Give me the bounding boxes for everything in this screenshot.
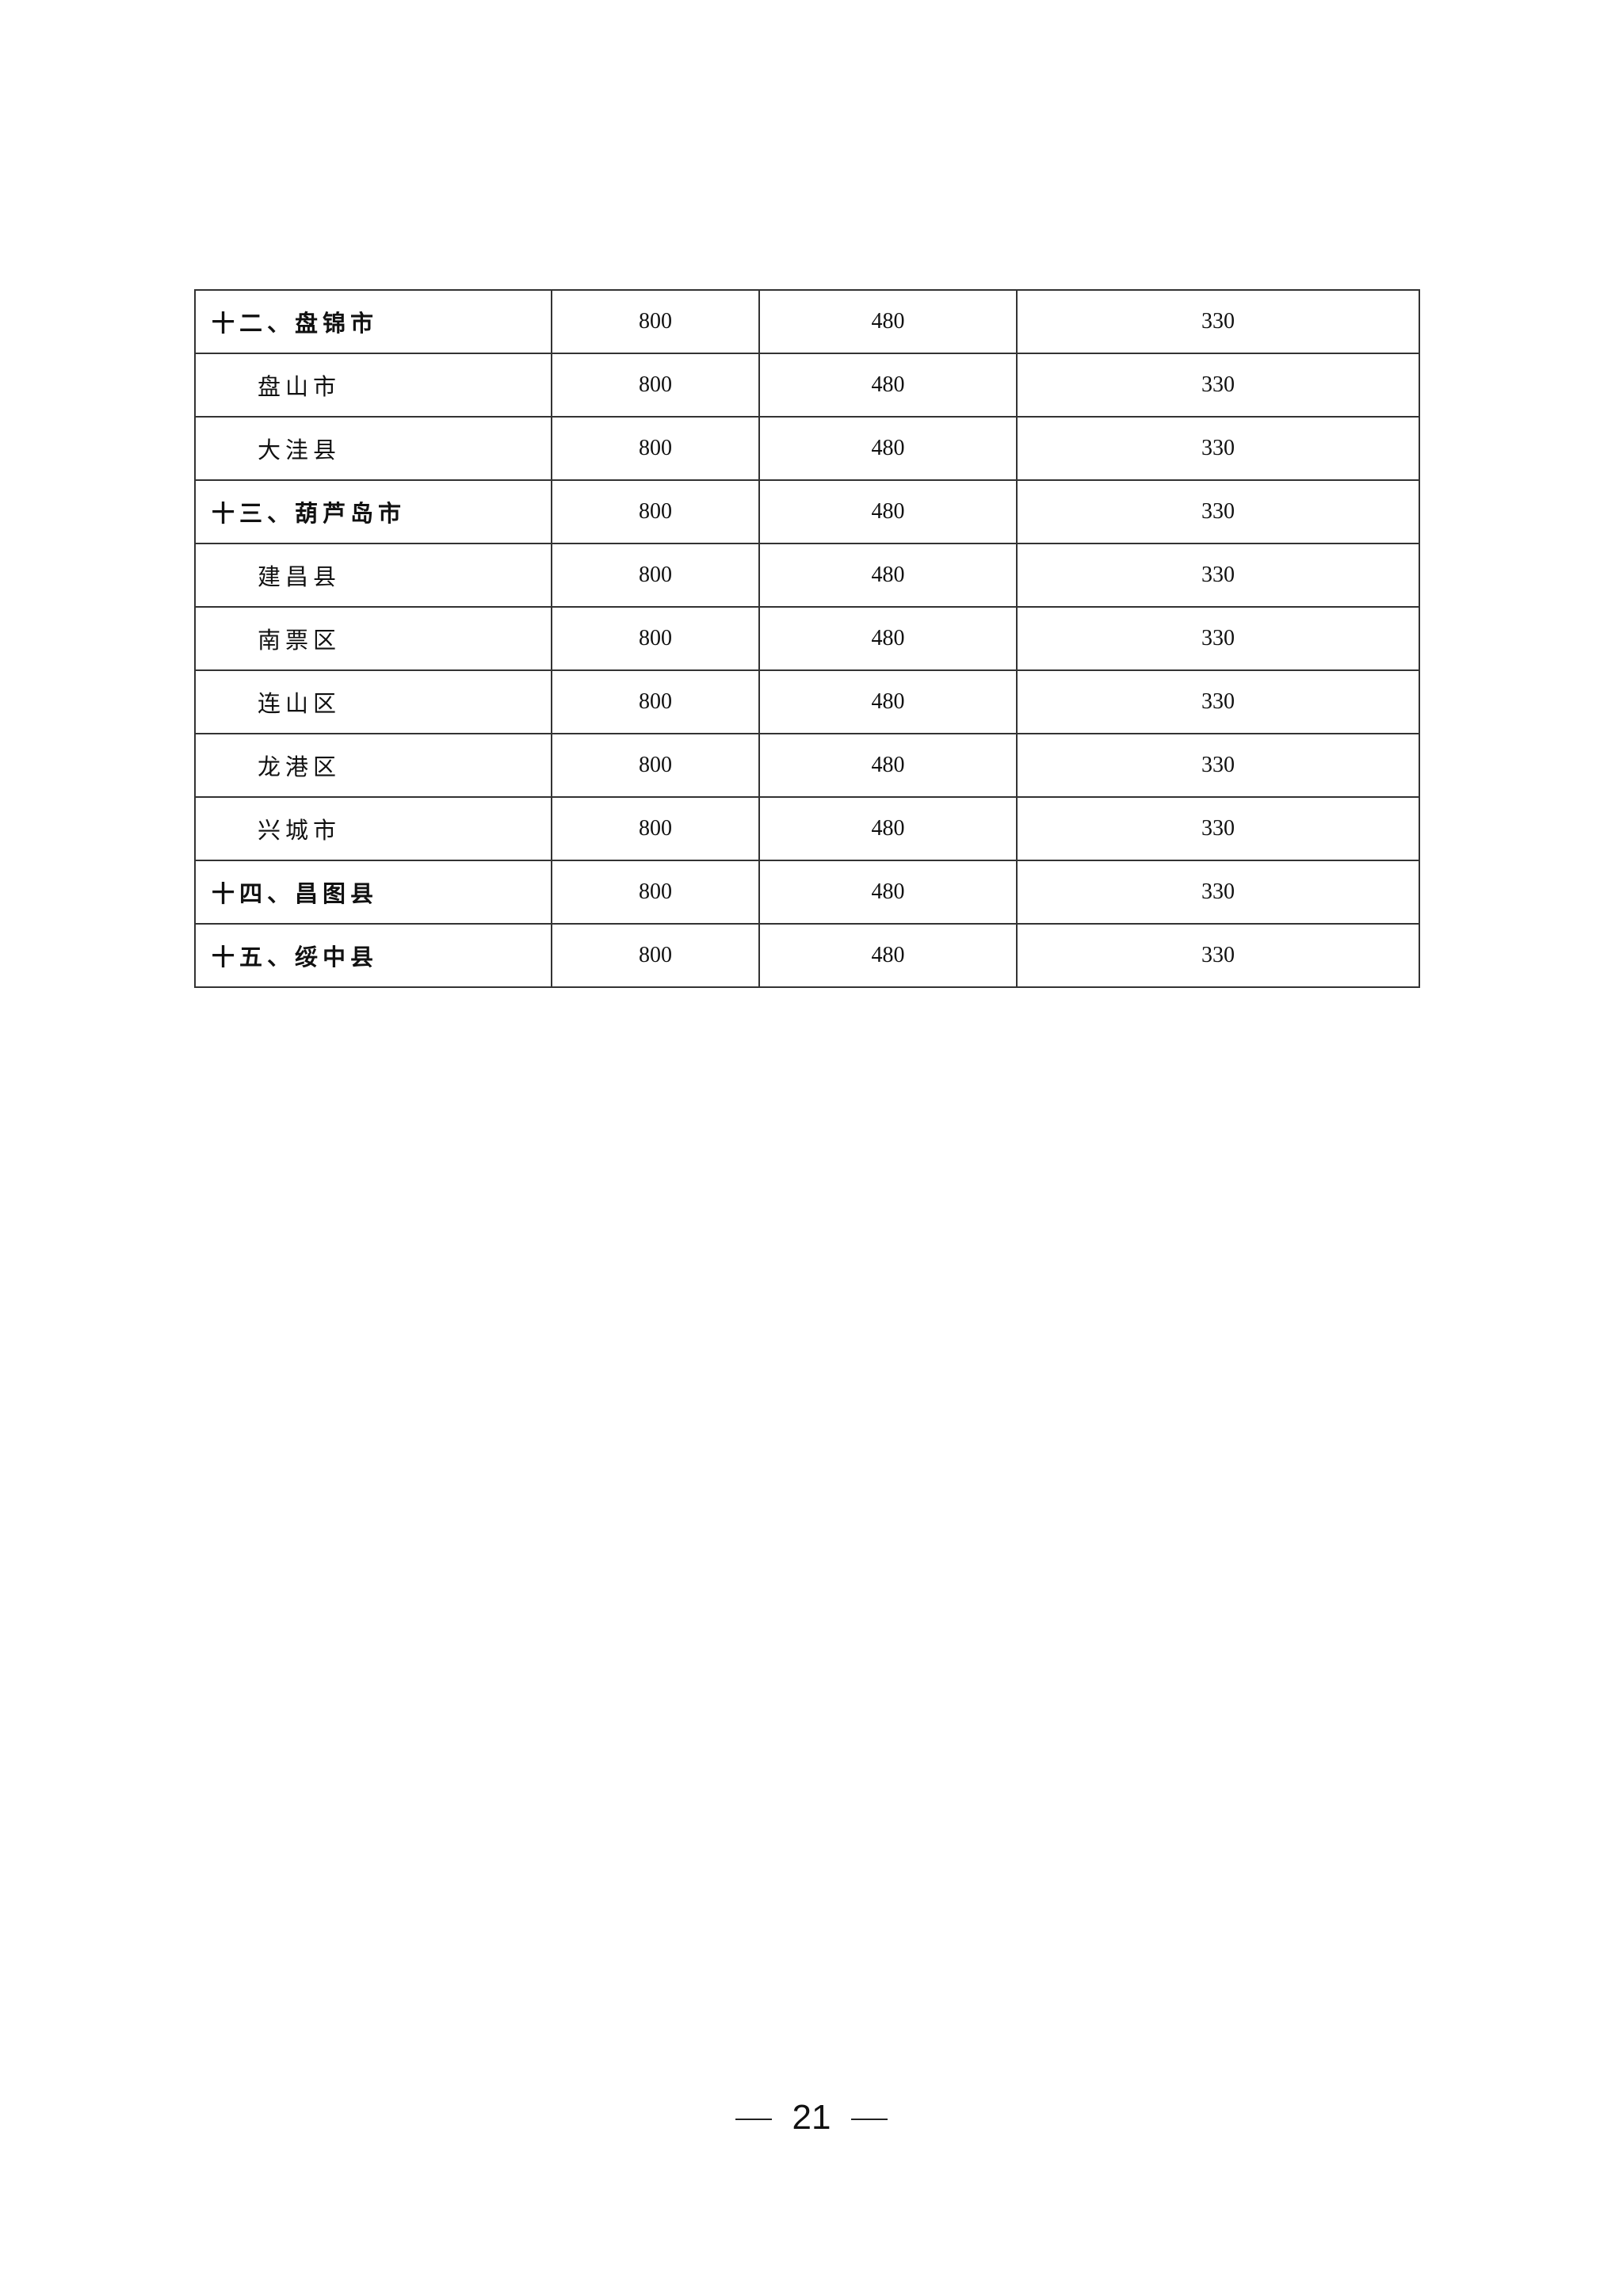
value-2: 480 bbox=[758, 923, 1018, 988]
value-1: 800 bbox=[551, 479, 760, 544]
value-1: 800 bbox=[551, 543, 760, 608]
value-1: 800 bbox=[551, 923, 760, 988]
value-3: 330 bbox=[1016, 733, 1420, 798]
region-name: 十三、葫芦岛市 bbox=[194, 479, 552, 544]
table-row: 建昌县 800 480 330 bbox=[194, 543, 1420, 608]
value-2: 480 bbox=[758, 606, 1018, 671]
value-3: 330 bbox=[1016, 669, 1420, 734]
value-1: 800 bbox=[551, 606, 760, 671]
value-1: 800 bbox=[551, 353, 760, 418]
value-2: 480 bbox=[758, 289, 1018, 354]
value-2: 480 bbox=[758, 479, 1018, 544]
value-2: 480 bbox=[758, 543, 1018, 608]
value-3: 330 bbox=[1016, 860, 1420, 925]
value-2: 480 bbox=[758, 669, 1018, 734]
region-name: 南票区 bbox=[194, 606, 552, 671]
value-2: 480 bbox=[758, 733, 1018, 798]
value-3: 330 bbox=[1016, 543, 1420, 608]
dash-right bbox=[851, 2119, 888, 2121]
value-3: 330 bbox=[1016, 606, 1420, 671]
value-2: 480 bbox=[758, 353, 1018, 418]
subsidy-table: 十二、盘锦市 800 480 330 盘山市 800 480 330 大洼县 800 480 330 十… bbox=[194, 289, 1420, 988]
table-row: 连山区 800 480 330 bbox=[194, 669, 1420, 734]
value-3: 330 bbox=[1016, 416, 1420, 481]
region-name: 盘山市 bbox=[194, 353, 552, 418]
region-name: 十二、盘锦市 bbox=[194, 289, 552, 354]
table-row: 龙港区 800 480 330 bbox=[194, 733, 1420, 798]
region-name: 连山区 bbox=[194, 669, 552, 734]
table-row: 大洼县 800 480 330 bbox=[194, 416, 1420, 481]
value-3: 330 bbox=[1016, 289, 1420, 354]
table-row: 十二、盘锦市 800 480 330 bbox=[194, 289, 1420, 354]
table-row: 十四、昌图县 800 480 330 bbox=[194, 860, 1420, 925]
value-3: 330 bbox=[1016, 353, 1420, 418]
table-row: 盘山市 800 480 330 bbox=[194, 353, 1420, 418]
value-3: 330 bbox=[1016, 923, 1420, 988]
region-name: 十五、绥中县 bbox=[194, 923, 552, 988]
page-number: 21 bbox=[0, 2098, 1623, 2138]
value-1: 800 bbox=[551, 289, 760, 354]
table-row: 南票区 800 480 330 bbox=[194, 606, 1420, 671]
value-1: 800 bbox=[551, 669, 760, 734]
region-name: 大洼县 bbox=[194, 416, 552, 481]
value-1: 800 bbox=[551, 733, 760, 798]
table-row: 十五、绥中县 800 480 330 bbox=[194, 923, 1420, 988]
value-2: 480 bbox=[758, 860, 1018, 925]
region-name: 兴城市 bbox=[194, 796, 552, 861]
value-3: 330 bbox=[1016, 479, 1420, 544]
table-row: 兴城市 800 480 330 bbox=[194, 796, 1420, 861]
value-2: 480 bbox=[758, 796, 1018, 861]
table-row: 十三、葫芦岛市 800 480 330 bbox=[194, 479, 1420, 544]
region-name: 龙港区 bbox=[194, 733, 552, 798]
value-2: 480 bbox=[758, 416, 1018, 481]
region-name: 建昌县 bbox=[194, 543, 552, 608]
value-1: 800 bbox=[551, 796, 760, 861]
value-3: 330 bbox=[1016, 796, 1420, 861]
page-number-text: 21 bbox=[792, 2098, 831, 2137]
value-1: 800 bbox=[551, 416, 760, 481]
region-name: 十四、昌图县 bbox=[194, 860, 552, 925]
value-1: 800 bbox=[551, 860, 760, 925]
dash-left bbox=[735, 2119, 772, 2121]
